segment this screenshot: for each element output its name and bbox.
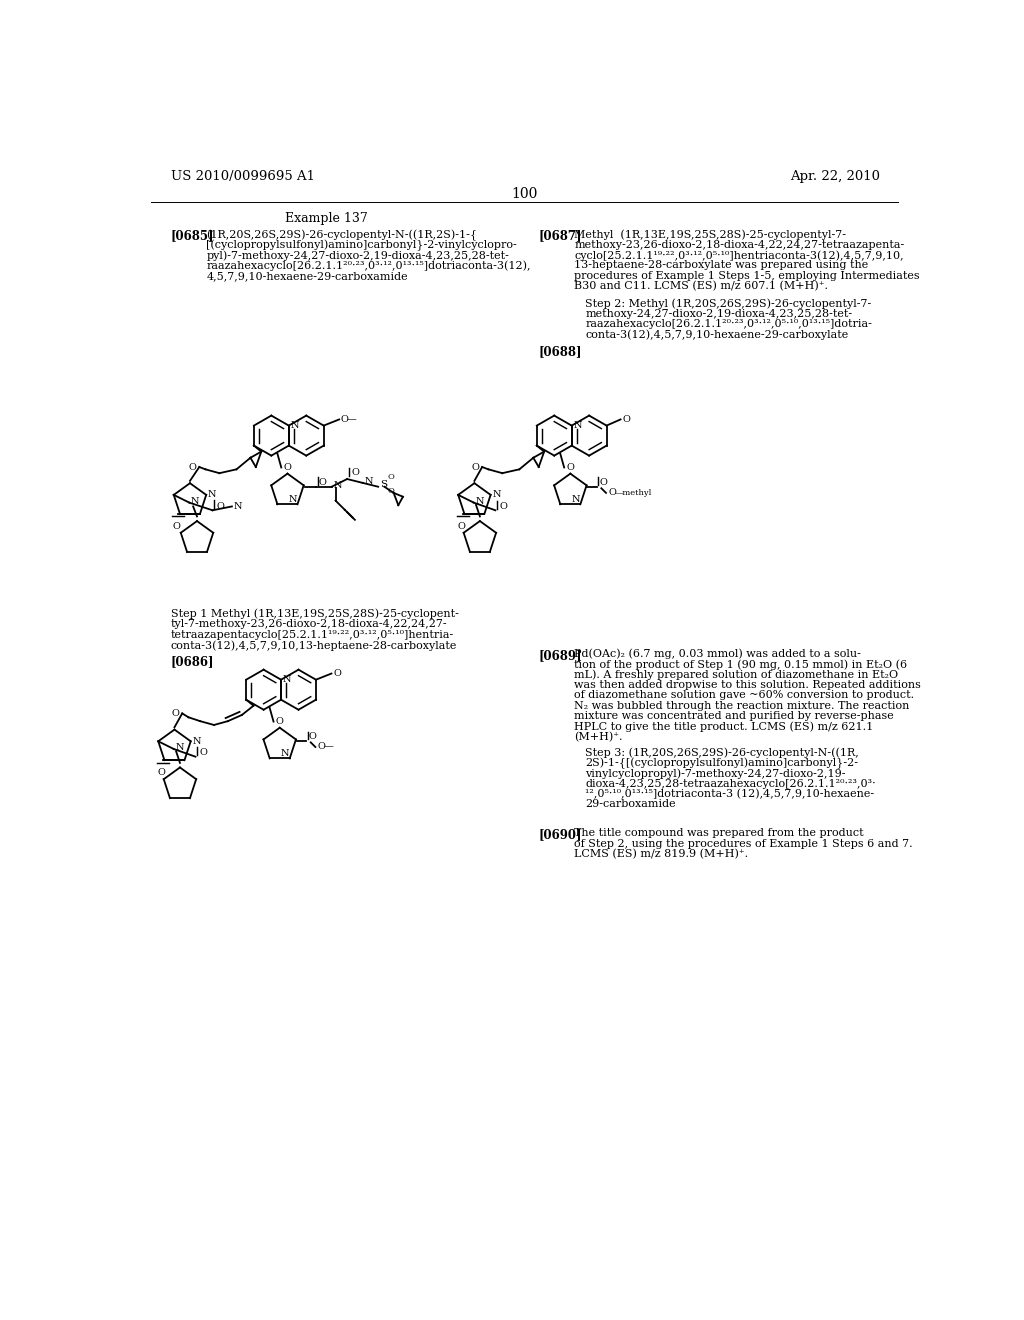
Text: Step 1 Methyl (1R,13E,19S,25S,28S)-25-cyclopent-: Step 1 Methyl (1R,13E,19S,25S,28S)-25-cy…	[171, 609, 459, 619]
Text: [0686]: [0686]	[171, 655, 214, 668]
Text: of diazomethane solution gave ~60% conversion to product.: of diazomethane solution gave ~60% conve…	[574, 690, 914, 701]
Text: O: O	[351, 469, 358, 478]
Text: N: N	[208, 491, 216, 499]
Text: 13-heptaene-28-carboxylate was prepared using the: 13-heptaene-28-carboxylate was prepared …	[574, 260, 868, 271]
Text: HPLC to give the title product. LCMS (ES) m/z 621.1: HPLC to give the title product. LCMS (ES…	[574, 722, 873, 733]
Text: [0690]: [0690]	[539, 829, 583, 841]
Text: (1R,20S,26S,29S)-26-cyclopentyl-N-((1R,2S)-1-{: (1R,20S,26S,29S)-26-cyclopentyl-N-((1R,2…	[206, 230, 477, 240]
Text: N: N	[573, 421, 582, 430]
Text: LCMS (ES) m/z 819.9 (M+H)⁺.: LCMS (ES) m/z 819.9 (M+H)⁺.	[574, 849, 749, 859]
Text: N: N	[175, 743, 184, 752]
Text: Apr. 22, 2010: Apr. 22, 2010	[790, 170, 880, 183]
Text: N: N	[493, 491, 501, 499]
Text: O: O	[284, 463, 292, 473]
Text: O: O	[318, 478, 327, 487]
Text: [0689]: [0689]	[539, 649, 583, 661]
Text: [0688]: [0688]	[539, 345, 583, 358]
Text: conta-3(12),4,5,7,9,10,13-heptaene-28-carboxylate: conta-3(12),4,5,7,9,10,13-heptaene-28-ca…	[171, 640, 457, 651]
Text: O: O	[341, 414, 348, 424]
Text: O: O	[317, 742, 326, 751]
Text: O: O	[333, 669, 341, 678]
Text: 29-carboxamide: 29-carboxamide	[586, 800, 676, 809]
Text: tion of the product of Step 1 (90 mg, 0.15 mmol) in Et₂O (6: tion of the product of Step 1 (90 mg, 0.…	[574, 659, 907, 669]
Text: 4,5,7,9,10-hexaene-29-carboxamide: 4,5,7,9,10-hexaene-29-carboxamide	[206, 271, 408, 281]
Text: Step 3: (1R,20S,26S,29S)-26-cyclopentyl-N-((1R,: Step 3: (1R,20S,26S,29S)-26-cyclopentyl-…	[586, 747, 859, 758]
Text: O: O	[173, 521, 180, 531]
Text: [0685]: [0685]	[171, 230, 214, 243]
Text: O: O	[275, 717, 284, 726]
Text: Step 2: Methyl (1R,20S,26S,29S)-26-cyclopentyl-7-: Step 2: Methyl (1R,20S,26S,29S)-26-cyclo…	[586, 298, 871, 309]
Text: N: N	[283, 676, 291, 684]
Text: N₂ was bubbled through the reaction mixture. The reaction: N₂ was bubbled through the reaction mixt…	[574, 701, 909, 711]
Text: mixture was concentrated and purified by reverse-phase: mixture was concentrated and purified by…	[574, 711, 894, 721]
Text: N: N	[333, 480, 342, 490]
Text: Pd(OAc)₂ (6.7 mg, 0.03 mmol) was added to a solu-: Pd(OAc)₂ (6.7 mg, 0.03 mmol) was added t…	[574, 649, 861, 660]
Text: N: N	[571, 495, 580, 503]
Text: O: O	[200, 748, 207, 758]
Text: N: N	[365, 477, 373, 486]
Text: O: O	[471, 462, 479, 471]
Text: [0687]: [0687]	[539, 230, 583, 243]
Text: vinylcyclopropyl)-7-methoxy-24,27-dioxo-2,19-: vinylcyclopropyl)-7-methoxy-24,27-dioxo-…	[586, 768, 846, 779]
Text: N: N	[291, 421, 299, 430]
Text: N: N	[193, 737, 201, 746]
Text: N: N	[281, 748, 289, 758]
Text: —methyl: —methyl	[614, 488, 652, 496]
Text: US 2010/0099695 A1: US 2010/0099695 A1	[171, 170, 314, 183]
Text: raazahexacyclo[26.2.1.1²⁰·²³,0³·¹²,0¹³·¹⁵]dotriaconta-3(12),: raazahexacyclo[26.2.1.1²⁰·²³,0³·¹²,0¹³·¹…	[206, 260, 530, 271]
Text: 100: 100	[512, 187, 538, 201]
Text: N: N	[233, 502, 242, 511]
Text: O: O	[622, 414, 630, 424]
Text: O: O	[387, 474, 394, 482]
Text: ¹²,0⁵·¹⁰,0¹³·¹⁵]dotriaconta-3 (12),4,5,7,9,10-hexaene-: ¹²,0⁵·¹⁰,0¹³·¹⁵]dotriaconta-3 (12),4,5,7…	[586, 789, 874, 800]
Text: was then added dropwise to this solution. Repeated additions: was then added dropwise to this solution…	[574, 680, 922, 690]
Text: O: O	[158, 768, 165, 777]
Text: dioxa-4,23,25,28-tetraazahexacyclo[26.2.1.1²⁰·²³,0³·: dioxa-4,23,25,28-tetraazahexacyclo[26.2.…	[586, 779, 876, 788]
Text: of Step 2, using the procedures of Example 1 Steps 6 and 7.: of Step 2, using the procedures of Examp…	[574, 838, 913, 849]
Text: —: —	[324, 742, 334, 751]
Text: S: S	[380, 480, 387, 488]
Text: O: O	[308, 733, 316, 742]
Text: O: O	[387, 487, 394, 495]
Text: mL). A freshly prepared solution of diazomethane in Et₂O: mL). A freshly prepared solution of diaz…	[574, 669, 898, 680]
Text: (M+H)⁺.: (M+H)⁺.	[574, 733, 623, 742]
Text: O: O	[608, 488, 616, 498]
Text: [(cyclopropylsulfonyl)amino]carbonyl}-2-vinylcyclopro-: [(cyclopropylsulfonyl)amino]carbonyl}-2-…	[206, 240, 517, 251]
Text: pyl)-7-methoxy-24,27-dioxo-2,19-dioxa-4,23,25,28-tet-: pyl)-7-methoxy-24,27-dioxo-2,19-dioxa-4,…	[206, 249, 509, 260]
Text: O: O	[599, 478, 607, 487]
Text: methoxy-24,27-dioxo-2,19-dioxa-4,23,25,28-tet-: methoxy-24,27-dioxo-2,19-dioxa-4,23,25,2…	[586, 309, 852, 319]
Text: tetraazapentacyclo[25.2.1.1¹⁹·²²,0³·¹²,0⁵·¹⁰]hentria-: tetraazapentacyclo[25.2.1.1¹⁹·²²,0³·¹²,0…	[171, 630, 454, 640]
Text: —: —	[347, 414, 356, 424]
Text: raazahexacyclo[26.2.1.1²⁰·²³,0³·¹²,0⁵·¹⁰,0¹³·¹⁵]dotria-: raazahexacyclo[26.2.1.1²⁰·²³,0³·¹²,0⁵·¹⁰…	[586, 319, 872, 329]
Text: cyclo[25.2.1.1¹⁹·²²,0³·¹²,0⁵·¹⁰]hentriaconta-3(12),4,5,7,9,10,: cyclo[25.2.1.1¹⁹·²²,0³·¹²,0⁵·¹⁰]hentriac…	[574, 249, 904, 260]
Text: 2S)-1-{[(cyclopropylsulfonyl)amino]carbonyl}-2-: 2S)-1-{[(cyclopropylsulfonyl)amino]carbo…	[586, 758, 858, 770]
Text: O: O	[458, 521, 465, 531]
Text: B30 and C11. LCMS (ES) m/z 607.1 (M+H)⁺.: B30 and C11. LCMS (ES) m/z 607.1 (M+H)⁺.	[574, 281, 828, 292]
Text: methoxy-23,26-dioxo-2,18-dioxa-4,22,24,27-tetraazapenta-: methoxy-23,26-dioxo-2,18-dioxa-4,22,24,2…	[574, 240, 904, 249]
Text: N: N	[190, 496, 200, 506]
Text: conta-3(12),4,5,7,9,10-hexaene-29-carboxylate: conta-3(12),4,5,7,9,10-hexaene-29-carbox…	[586, 330, 849, 341]
Text: O: O	[188, 462, 197, 471]
Text: Example 137: Example 137	[285, 213, 368, 226]
Text: The title compound was prepared from the product: The title compound was prepared from the…	[574, 829, 864, 838]
Text: N: N	[289, 495, 297, 503]
Text: O: O	[500, 502, 507, 511]
Text: procedures of Example 1 Steps 1-5, employing Intermediates: procedures of Example 1 Steps 1-5, emplo…	[574, 271, 920, 281]
Text: O: O	[171, 709, 179, 718]
Text: N: N	[475, 496, 483, 506]
Text: tyl-7-methoxy-23,26-dioxo-2,18-dioxa-4,22,24,27-: tyl-7-methoxy-23,26-dioxo-2,18-dioxa-4,2…	[171, 619, 447, 630]
Text: O: O	[216, 502, 224, 511]
Text: O: O	[566, 463, 574, 473]
Text: Methyl  (1R,13E,19S,25S,28S)-25-cyclopentyl-7-: Methyl (1R,13E,19S,25S,28S)-25-cyclopent…	[574, 230, 847, 240]
